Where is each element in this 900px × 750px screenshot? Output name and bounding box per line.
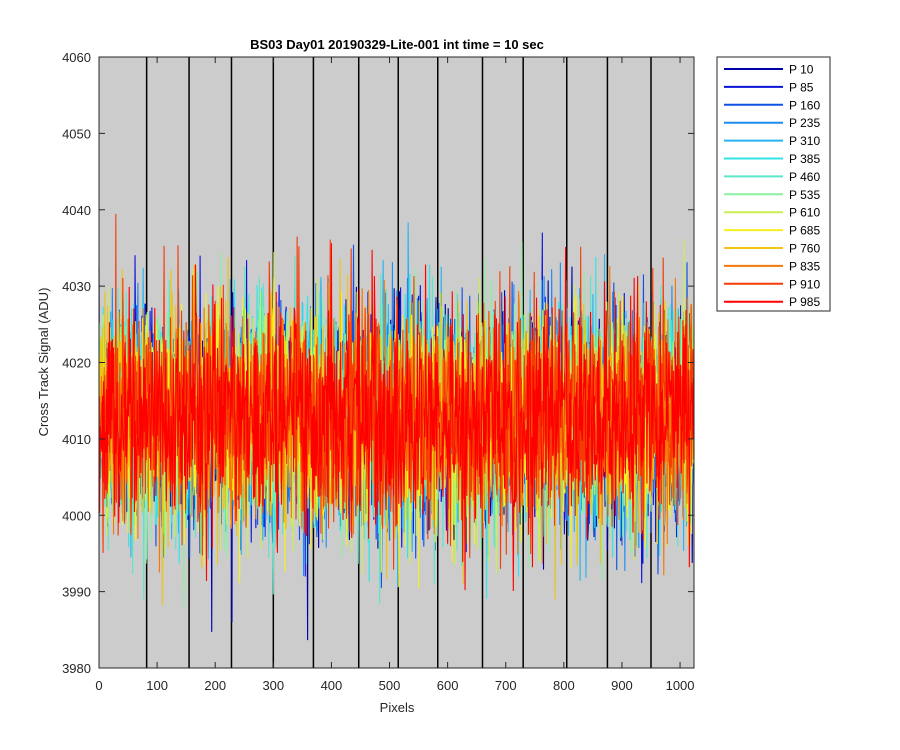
y-tick-label-3: 4010 — [62, 432, 91, 447]
series-line-p-985 — [98, 243, 694, 592]
x-tick-label-7: 700 — [495, 678, 517, 693]
x-axis-label: Pixels — [380, 700, 415, 715]
x-tick-label-2: 200 — [204, 678, 226, 693]
legend-label-p-610: P 610 — [789, 206, 820, 220]
legend-box — [716, 56, 831, 312]
y-tick-label-8: 4060 — [62, 50, 91, 65]
chart-title: BS03 Day01 20190329-Lite-001 int time = … — [250, 37, 544, 52]
y-tick-label-6: 4040 — [62, 203, 91, 218]
legend-label-p-910: P 910 — [789, 277, 820, 291]
y-tick-label-7: 4050 — [62, 126, 91, 141]
legend-label-p-160: P 160 — [789, 98, 820, 112]
x-tick-label-1: 100 — [146, 678, 168, 693]
legend: P 10 P 85 P 160 P 235 P 310 P 385 P 460 P 535 P … — [716, 56, 831, 312]
y-tick-label-4: 4020 — [62, 356, 91, 371]
legend-label-p-460: P 460 — [789, 170, 820, 184]
y-tick-label-1: 3990 — [62, 585, 91, 600]
y-tick-label-5: 4030 — [62, 279, 91, 294]
legend-label-p-835: P 835 — [789, 259, 820, 273]
legend-label-p-385: P 385 — [789, 152, 820, 166]
x-tick-label-4: 400 — [321, 678, 343, 693]
y-axis: 3980 3990 4000 4010 4020 4030 4040 4050 4060 — [62, 50, 694, 676]
y-tick-label-0: 3980 — [62, 661, 91, 676]
y-axis-label: Cross Track Signal (ADU) — [36, 288, 51, 437]
legend-label-p-535: P 535 — [789, 188, 820, 202]
legend-label-p-685: P 685 — [789, 224, 820, 238]
series-group — [98, 213, 694, 641]
legend-label-p-760: P 760 — [789, 242, 820, 256]
x-tick-label-6: 600 — [437, 678, 459, 693]
legend-label-p-10: P 10 — [789, 63, 814, 77]
legend-label-p-85: P 85 — [789, 80, 814, 94]
x-axis: 0 100 200 300 400 500 600 700 800 900 1000 — [95, 57, 695, 693]
y-tick-label-2: 4000 — [62, 508, 91, 523]
legend-label-p-310: P 310 — [789, 134, 820, 148]
legend-label-p-235: P 235 — [789, 116, 820, 130]
x-tick-label-5: 500 — [379, 678, 401, 693]
x-tick-label-3: 300 — [262, 678, 284, 693]
legend-label-p-985: P 985 — [789, 295, 820, 309]
x-tick-label-10: 1000 — [666, 678, 695, 693]
x-tick-label-8: 800 — [553, 678, 575, 693]
x-tick-label-9: 900 — [611, 678, 633, 693]
x-tick-label-0: 0 — [95, 678, 102, 693]
